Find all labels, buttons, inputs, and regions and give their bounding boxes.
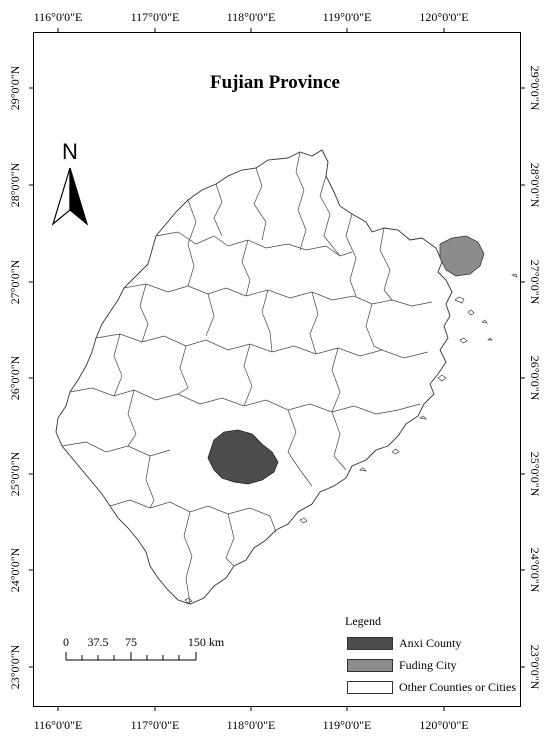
legend-swatch-anxi	[347, 637, 393, 650]
scale-label-37-5: 37.5	[87, 635, 109, 649]
lon-label-bottom-119: 119°0'0"E	[322, 718, 372, 732]
lon-label-top-116: 116°0'0"E	[33, 10, 83, 24]
scale-label-0: 0	[63, 635, 69, 649]
scale-label-150: 150 km	[187, 635, 225, 649]
legend-swatch-other	[347, 681, 393, 694]
legend-swatch-fuding	[347, 659, 393, 672]
province-outline	[55, 149, 453, 605]
legend-title: Legend	[345, 614, 381, 628]
scale-bar-graphic	[65, 652, 197, 661]
map-title: Fujian Province	[209, 72, 340, 93]
lon-label-bottom-117: 117°0'0"E	[130, 718, 180, 732]
lon-label-top-120: 120°0'0"E	[419, 10, 469, 24]
coastal-islands	[184, 273, 518, 604]
north-arrow-label: N	[62, 139, 78, 164]
anxi-county-region	[207, 429, 279, 485]
county-boundaries	[61, 151, 433, 605]
legend-label-anxi: Anxi County	[399, 636, 462, 650]
lon-label-top-117: 117°0'0"E	[130, 10, 180, 24]
lon-label-bottom-118: 118°0'0"E	[226, 718, 276, 732]
map-frame	[33, 32, 521, 707]
lon-label-bottom-116: 116°0'0"E	[33, 718, 83, 732]
frame-ticks	[29, 28, 525, 711]
lon-label-top-118: 118°0'0"E	[226, 10, 276, 24]
legend-label-fuding: Fuding City	[399, 658, 457, 672]
legend-label-other: Other Counties or Cities	[399, 680, 516, 694]
north-arrow-icon	[51, 167, 89, 226]
fuding-city-region	[439, 235, 485, 277]
lon-label-bottom-120: 120°0'0"E	[419, 718, 469, 732]
scale-label-75: 75	[125, 635, 137, 649]
lon-label-top-119: 119°0'0"E	[322, 10, 372, 24]
